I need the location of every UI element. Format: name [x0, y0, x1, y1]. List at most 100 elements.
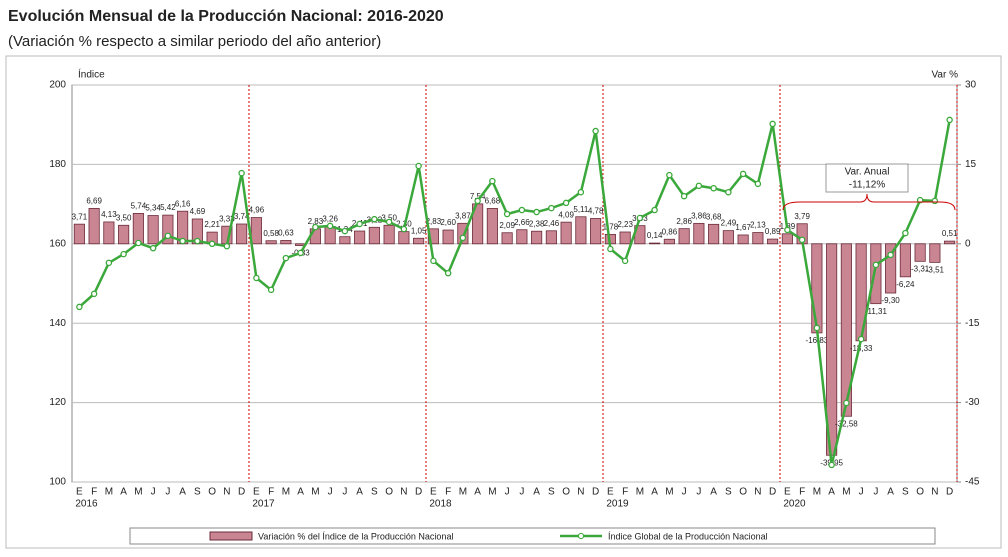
value-label: 3,50	[381, 213, 397, 222]
x-tick-label: A	[474, 487, 481, 498]
bar	[811, 243, 823, 334]
x-tick-label: J	[328, 487, 333, 498]
bar	[147, 215, 159, 245]
y-tick-label: 140	[49, 318, 66, 329]
line-marker	[902, 229, 909, 237]
value-label: 4,78	[588, 207, 604, 216]
value-label: 1,05	[411, 226, 427, 235]
line-marker	[784, 226, 791, 234]
x-tick-label: M	[636, 487, 644, 498]
line-marker	[371, 215, 378, 223]
x-tick-label: E	[253, 487, 260, 498]
bar	[88, 207, 100, 245]
x-tick-label: D	[592, 487, 599, 498]
y-tick-label: 200	[49, 80, 66, 91]
line-marker	[798, 236, 806, 244]
value-label: 0,14	[647, 231, 663, 240]
x-tick-label: J	[696, 487, 701, 498]
line-marker	[356, 220, 363, 228]
line-marker	[843, 399, 850, 407]
value-label: 4,09	[558, 210, 574, 219]
annotation-brace	[782, 193, 956, 211]
x-tick-label: J	[682, 487, 687, 498]
bar	[132, 213, 144, 245]
x-tick-label: M	[813, 487, 821, 498]
line-marker	[503, 210, 511, 218]
x-tick-label: O	[562, 487, 570, 498]
line-marker	[312, 223, 319, 231]
value-label: 2,13	[750, 221, 766, 230]
x-tick-label: S	[725, 487, 732, 498]
line-marker	[430, 257, 437, 265]
x-tick-label: J	[165, 487, 170, 498]
line-marker	[695, 182, 703, 190]
line-marker	[415, 162, 422, 170]
frame	[5, 55, 1002, 549]
chart-subtitle: (Variación % respecto a similar periodo …	[8, 33, 381, 50]
bar	[368, 226, 380, 245]
bar	[383, 224, 395, 245]
y2-tick-label: 15	[965, 159, 977, 170]
bar	[236, 223, 248, 245]
line-marker	[223, 242, 231, 250]
value-label: 0,63	[278, 229, 294, 238]
x-tick-label: N	[400, 487, 407, 498]
y-tick-label: 180	[49, 159, 66, 170]
bar	[590, 218, 602, 245]
bar	[885, 243, 897, 294]
bar	[280, 240, 292, 245]
x-tick-label: M	[459, 487, 467, 498]
value-label: -6,24	[896, 280, 915, 289]
line-marker	[577, 188, 585, 196]
value-label: 3,86	[691, 211, 707, 220]
x-tick-label: O	[916, 487, 924, 498]
value-label: 4,69	[190, 207, 206, 216]
year-label: 2020	[783, 499, 806, 510]
bar	[413, 237, 425, 245]
line-marker	[769, 120, 776, 128]
x-tick-label: M	[842, 487, 850, 498]
bar	[162, 214, 174, 245]
value-label: 3,50	[116, 213, 132, 222]
bar	[781, 233, 793, 245]
value-label: 2,09	[499, 221, 515, 230]
bar	[103, 221, 115, 245]
x-tick-label: F	[268, 487, 274, 498]
x-tick-label: S	[371, 487, 378, 498]
line-marker	[518, 206, 526, 214]
line-marker	[533, 208, 540, 216]
x-tick-label: J	[342, 487, 347, 498]
value-label: 5,42	[160, 203, 176, 212]
line-marker	[710, 184, 717, 192]
x-tick-label: F	[622, 487, 628, 498]
value-label: 3,71	[72, 212, 88, 221]
bar	[752, 232, 764, 245]
x-tick-label: S	[194, 487, 201, 498]
value-label: 5,74	[131, 202, 147, 211]
y2-tick-label: -30	[965, 397, 980, 408]
bar	[457, 222, 469, 245]
bar	[486, 208, 498, 245]
y2-tick-label: -15	[965, 318, 980, 329]
bar	[73, 223, 85, 245]
bar	[708, 223, 720, 245]
annotation-box	[825, 163, 909, 193]
bar	[427, 228, 439, 245]
value-label: 2,46	[544, 219, 560, 228]
value-label: 2,49	[721, 219, 737, 228]
x-tick-label: M	[311, 487, 319, 498]
line-marker	[459, 234, 467, 242]
line-marker	[149, 244, 157, 252]
value-label: 0,58	[263, 229, 279, 238]
value-label: 3,79	[794, 212, 810, 221]
line-marker	[238, 169, 245, 177]
line-marker	[651, 206, 658, 214]
line-marker	[120, 250, 127, 258]
x-tick-label: M	[282, 487, 290, 498]
line-marker	[164, 232, 172, 240]
bar	[250, 217, 262, 245]
line-marker	[931, 197, 939, 205]
y2-tick-label: 0	[965, 238, 971, 249]
value-label: -32,58	[835, 419, 858, 428]
value-label: -18,33	[850, 344, 873, 353]
